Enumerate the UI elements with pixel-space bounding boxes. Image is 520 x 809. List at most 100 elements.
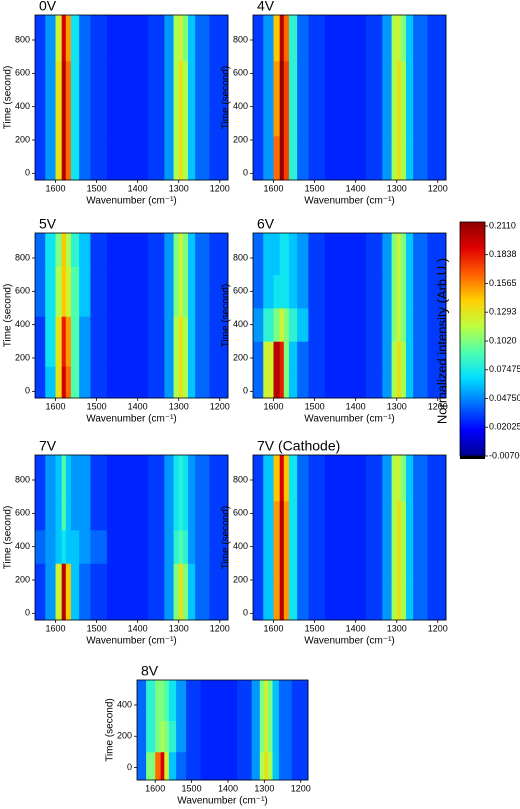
- heatmap-cell: [209, 233, 229, 267]
- heatmap-cell: [288, 308, 298, 342]
- x-axis-label: Wavenumber (cm⁻¹): [304, 414, 394, 425]
- y-tick-label: 0: [127, 762, 132, 772]
- heatmap-cell: [253, 455, 264, 502]
- heatmap-cell: [382, 135, 392, 181]
- heatmap-cell: [35, 15, 46, 62]
- heatmap-cell: [173, 596, 180, 621]
- heatmap-cell: [187, 233, 196, 267]
- heatmap-cell: [209, 366, 229, 399]
- heatmap-cell: [79, 455, 91, 498]
- heatmap-cell: [400, 374, 407, 399]
- heatmap-cell: [263, 374, 274, 399]
- heatmap-cell: [365, 15, 383, 62]
- y-tick-label: 0: [25, 608, 30, 618]
- heatmap-cell: [405, 308, 414, 342]
- heatmap-cell: [308, 500, 326, 577]
- y-axis-label: Time (second): [3, 506, 14, 570]
- heatmap-cell: [55, 15, 63, 62]
- plot-frame: [252, 454, 447, 621]
- heatmap-cell: [400, 274, 407, 309]
- heatmap-cell: [186, 680, 202, 722]
- heatmap-cell: [273, 341, 281, 376]
- heatmap-cell: [164, 720, 170, 753]
- heatmap-cell: [187, 316, 196, 367]
- heatmap-cell: [45, 233, 56, 267]
- heatmap-cell: [405, 274, 414, 309]
- heatmap-cell: [61, 316, 67, 367]
- heatmap-cell: [267, 720, 273, 753]
- heatmap-cell: [182, 233, 189, 267]
- x-tick-label: 1200: [210, 623, 230, 633]
- heatmap-cell: [90, 496, 108, 531]
- heatmap-cell: [297, 60, 309, 137]
- heatmap-cell: [61, 233, 67, 267]
- heatmap-cell: [413, 575, 428, 621]
- heatmap-cell: [35, 563, 46, 598]
- heatmap-cell: [413, 341, 428, 376]
- heatmap-cell: [173, 15, 180, 62]
- x-tick-label: 1400: [128, 623, 148, 633]
- heatmap-cell: [182, 455, 189, 498]
- x-tick-label: 1400: [128, 401, 148, 411]
- heatmap-cell: [272, 751, 280, 781]
- heatmap-panel: 1600 1500 1400 1300 1200 0 200 400 600 800 Wavenum…: [221, 216, 448, 425]
- heatmap-cell: [70, 366, 80, 399]
- heatmap-cell: [70, 316, 80, 367]
- heatmap-cell: [79, 596, 91, 621]
- x-tick-label: 1300: [169, 401, 189, 411]
- heatmap-cell: [61, 266, 67, 317]
- heatmap-cell: [273, 455, 281, 502]
- panel-title: 7V: [39, 438, 57, 454]
- heatmap-cell: [297, 233, 309, 276]
- heatmap-cell: [273, 374, 281, 399]
- heatmap-cell: [137, 720, 147, 753]
- heatmap-cell: [209, 60, 229, 137]
- heatmap-cell: [106, 366, 128, 399]
- heatmap-cell: [173, 233, 180, 267]
- heatmap-cell: [65, 530, 72, 564]
- heatmap-cell: [79, 496, 91, 531]
- heatmap-cell: [164, 233, 174, 267]
- x-axis-label: Wavenumber (cm⁻¹): [177, 796, 267, 807]
- heatmap-cell: [45, 366, 56, 399]
- x-tick-label: 1600: [264, 623, 284, 633]
- heatmap-cell: [297, 274, 309, 309]
- heatmap-cell: [147, 366, 165, 399]
- y-tick-label: 400: [233, 319, 248, 329]
- heatmap-cell: [413, 60, 428, 137]
- heatmap-cell: [200, 751, 220, 781]
- heatmap-cell: [405, 455, 414, 502]
- heatmap-cell: [65, 596, 72, 621]
- heatmap-cell: [308, 233, 326, 276]
- heatmap-cell: [70, 233, 80, 267]
- heatmap-cell: [324, 500, 346, 577]
- heatmap-cell: [70, 15, 80, 62]
- heatmap-cell: [90, 455, 108, 498]
- heatmap-cell: [65, 496, 72, 531]
- heatmap-cell: [79, 15, 91, 62]
- heatmap-cell: [365, 308, 383, 342]
- x-tick-label: 1600: [264, 401, 284, 411]
- heatmap-cell: [400, 135, 407, 181]
- heatmap-cell: [164, 135, 174, 181]
- heatmap-cell: [173, 530, 180, 564]
- colorbar-tick-label: 0.1838: [489, 249, 517, 259]
- y-tick-label: 800: [233, 34, 248, 44]
- heatmap-cell: [218, 720, 238, 753]
- x-tick-label: 1200: [428, 401, 448, 411]
- heatmap-cell: [195, 266, 210, 317]
- heatmap-cell: [291, 720, 309, 753]
- heatmap-cell: [283, 341, 290, 376]
- heatmap-cell: [264, 751, 269, 781]
- heatmap-cell: [345, 308, 367, 342]
- heatmap-cell: [146, 751, 156, 781]
- heatmap-cell: [382, 575, 392, 621]
- heatmap-cell: [147, 496, 165, 531]
- heatmap-cell: [164, 366, 174, 399]
- heatmap-cell: [45, 15, 56, 62]
- heatmap-cell: [279, 455, 285, 502]
- heatmap-cell: [45, 596, 56, 621]
- heatmap-cell: [345, 500, 367, 577]
- heatmap-cell: [427, 135, 447, 181]
- heatmap-cell: [65, 266, 72, 317]
